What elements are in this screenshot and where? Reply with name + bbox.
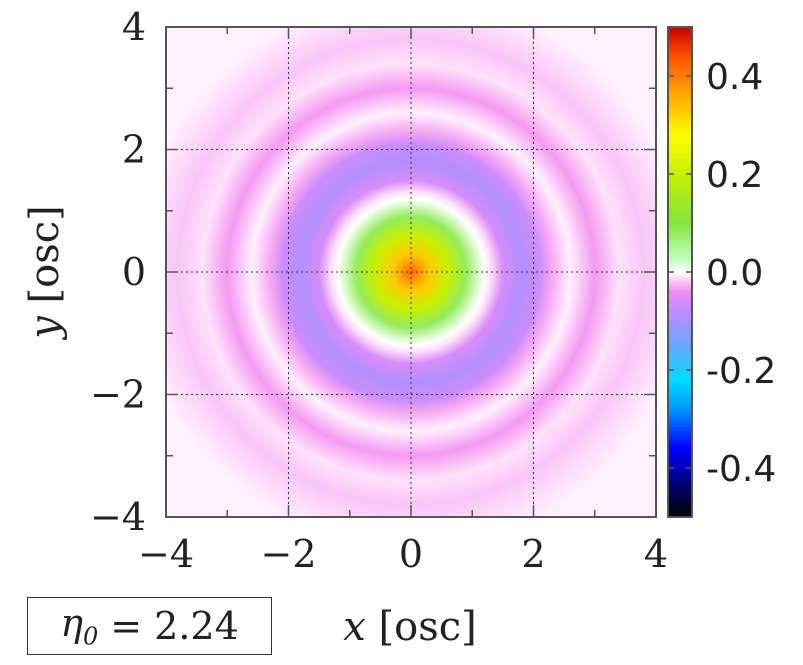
colorbar-tick-label: 0.0	[706, 253, 763, 294]
colorbar-tick-label: -0.2	[706, 351, 776, 392]
plot-frame	[165, 26, 657, 518]
x-tick-labels: −4 −2 0 2 4	[138, 532, 668, 576]
colorbar: 0.4 0.2 0.0 -0.2 -0.4	[667, 26, 776, 518]
y-tick-label: 4	[122, 5, 146, 49]
y-tick-label: 2	[122, 128, 146, 172]
y-tick-labels: −4 −2 0 2 4	[90, 5, 146, 539]
parameter-box: η0 = 2.24	[27, 597, 272, 655]
colorbar-tick-label: -0.4	[706, 449, 776, 490]
colorbar-tick-label: 0.2	[706, 155, 763, 196]
y-tick-label: −4	[90, 495, 146, 539]
x-tick-label: 4	[644, 532, 668, 576]
parameter-equals: =	[110, 604, 143, 648]
parameter-value: 2.24	[154, 604, 239, 648]
x-tick-label: 0	[399, 532, 423, 576]
y-axis-label: y [osc]	[22, 205, 68, 341]
x-tick-label: −4	[138, 532, 194, 576]
y-tick-label: 0	[122, 250, 146, 294]
parameter-symbol: η0	[60, 601, 99, 651]
grid-lines	[166, 27, 656, 517]
colorbar-tick-label: 0.4	[706, 57, 763, 98]
y-tick-label: −2	[90, 373, 146, 417]
x-tick-label: −2	[260, 532, 316, 576]
plot-area	[165, 26, 657, 518]
colorbar-ticks	[668, 75, 692, 469]
x-tick-label: 2	[521, 532, 545, 576]
x-axis-label: x [osc]	[343, 604, 477, 650]
colorbar-tick-labels: 0.4 0.2 0.0 -0.2 -0.4	[706, 57, 776, 490]
